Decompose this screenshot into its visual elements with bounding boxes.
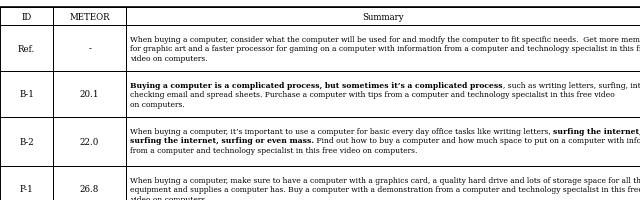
Text: equipment and supplies a computer has. Buy a computer with a demonstration from : equipment and supplies a computer has. B… [130, 185, 640, 193]
Text: When buying a computer, make sure to have a computer with a graphics card, a qua: When buying a computer, make sure to hav… [130, 176, 640, 184]
Text: checking email and spread sheets. Purchase a computer with tips from a computer : checking email and spread sheets. Purcha… [130, 91, 615, 99]
Bar [0, 72, 53, 117]
Text: Ref.: Ref. [18, 44, 35, 53]
Text: B-2: B-2 [19, 137, 34, 146]
Text: surfing the internet, surfing or even mass.: surfing the internet, surfing or even ma… [130, 136, 314, 144]
Text: surfing the internet,: surfing the internet, [553, 127, 640, 135]
Bar [126, 166, 640, 200]
Bar [53, 26, 126, 72]
Text: 20.1: 20.1 [80, 90, 99, 99]
Text: Find out how to buy a computer and how much space to put on a computer with info: Find out how to buy a computer and how m… [314, 136, 640, 144]
Text: -: - [88, 44, 91, 53]
Bar [53, 166, 126, 200]
Text: video on computers.: video on computers. [130, 54, 208, 62]
Bar [0, 166, 53, 200]
Text: When buying a computer, consider what the computer will be used for and modify t: When buying a computer, consider what th… [130, 35, 640, 43]
Text: Buying a computer is a complicated process, but sometimes it’s a complicated pro: Buying a computer is a complicated proce… [130, 81, 502, 89]
Bar [0, 26, 53, 72]
Bar [53, 72, 126, 117]
Text: video on computers.: video on computers. [130, 195, 208, 200]
Text: METEOR: METEOR [69, 12, 110, 21]
Text: B-1: B-1 [19, 90, 34, 99]
Bar [0, 117, 53, 166]
Text: on computers.: on computers. [130, 100, 185, 108]
Text: from a computer and technology specialist in this free video on computers.: from a computer and technology specialis… [130, 146, 417, 154]
Text: 22.0: 22.0 [80, 137, 99, 146]
Text: When buying a computer, it’s important to use a computer for basic every day off: When buying a computer, it’s important t… [130, 127, 553, 135]
Text: ID: ID [21, 12, 32, 21]
Text: for graphic art and a faster processor for gaming on a computer with information: for graphic art and a faster processor f… [130, 45, 640, 53]
Bar [53, 8, 126, 26]
Text: P-1: P-1 [20, 185, 33, 194]
Text: , such as writing letters, surfing, internet,: , such as writing letters, surfing, inte… [502, 81, 640, 89]
Bar [126, 117, 640, 166]
Bar [126, 8, 640, 26]
Text: 26.8: 26.8 [80, 185, 99, 194]
Bar [126, 72, 640, 117]
Text: Summary: Summary [362, 12, 404, 21]
Bar [53, 117, 126, 166]
Bar [0, 8, 53, 26]
Bar [126, 26, 640, 72]
